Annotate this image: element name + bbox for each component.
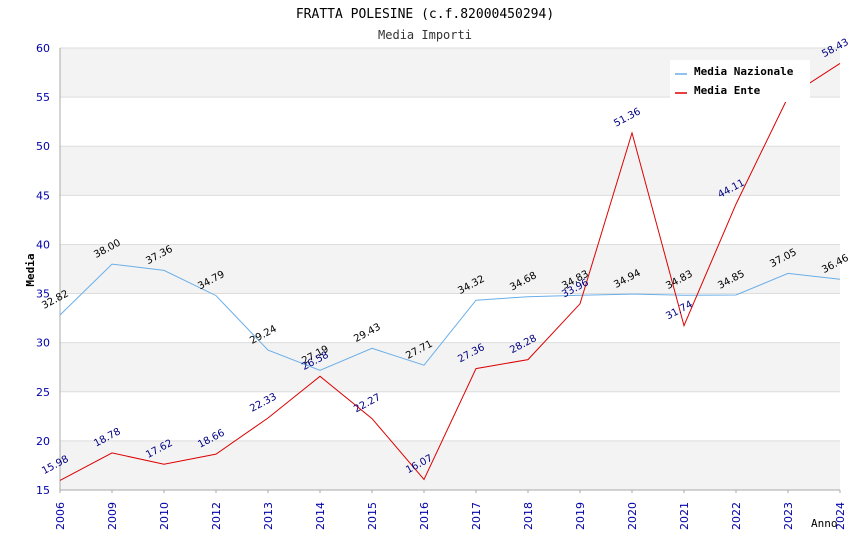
plot-bands <box>60 48 840 490</box>
x-tick-label: 2014 <box>314 502 327 530</box>
y-tick-label: 50 <box>36 140 50 153</box>
plot-band <box>60 391 840 441</box>
y-tick-label: 55 <box>36 91 50 104</box>
chart-subtitle: Media Importi <box>378 28 472 42</box>
y-tick-label: 45 <box>36 189 50 202</box>
x-tick-label: 2017 <box>470 502 483 530</box>
x-tick-label: 2015 <box>366 502 379 530</box>
x-tick-label: 2022 <box>730 502 743 530</box>
plot-band <box>60 97 840 147</box>
x-tick-label: 2019 <box>574 502 587 530</box>
y-tick-labels: 15 20 25 30 35 40 45 50 55 60 <box>36 42 50 497</box>
x-tick-label: 2016 <box>418 502 431 530</box>
legend-label-ente: Media Ente <box>694 84 761 97</box>
legend-label-nazionale: Media Nazionale <box>694 65 794 78</box>
plot-band <box>60 342 840 392</box>
x-tick-label: 2018 <box>522 502 535 530</box>
chart-title: FRATTA POLESINE (c.f.82000450294) <box>296 7 554 22</box>
plot-band <box>60 146 840 196</box>
series-line-media-ente <box>59 62 841 481</box>
x-tick-label: 2006 <box>54 502 67 530</box>
series-line-media-nazionale <box>59 263 841 371</box>
x-tick-label: 2012 <box>210 502 223 530</box>
x-tick-label: 2024 <box>834 502 847 530</box>
y-axis-title: Media <box>24 253 37 286</box>
y-tick-label: 20 <box>36 435 50 448</box>
grid-lines <box>60 47 840 491</box>
y-tick-label: 35 <box>36 288 50 301</box>
x-tick-label: 2020 <box>626 502 639 530</box>
x-tick-label: 2010 <box>158 502 171 530</box>
legend-box <box>670 60 810 102</box>
x-tick-label: 2013 <box>262 502 275 530</box>
x-tick-label: 2009 <box>106 502 119 530</box>
y-tick-label: 60 <box>36 42 50 55</box>
series-lines <box>59 62 841 481</box>
x-axis-title: Anno <box>811 517 838 530</box>
plot-band <box>60 293 840 343</box>
y-tick-label: 40 <box>36 238 50 251</box>
y-tick-label: 25 <box>36 386 50 399</box>
plot-band <box>60 195 840 245</box>
x-tick-labels: 2006 2009 2010 2012 2013 2014 2015 2016 2017 2018… <box>54 490 847 530</box>
plot-band <box>60 440 840 490</box>
x-tick-label: 2021 <box>678 502 691 530</box>
x-tick-label: 2023 <box>782 502 795 530</box>
legend: Media Nazionale Media Ente <box>670 60 810 102</box>
y-tick-label: 30 <box>36 337 50 350</box>
y-tick-label: 15 <box>36 484 50 497</box>
plot-band <box>60 244 840 294</box>
